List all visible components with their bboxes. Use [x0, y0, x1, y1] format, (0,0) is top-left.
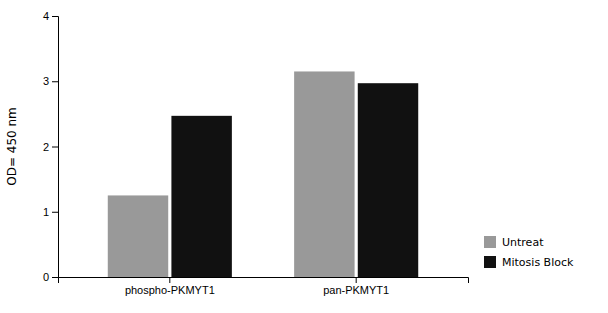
tick-label: 0 — [43, 271, 49, 283]
tick: 0 — [43, 271, 58, 283]
tick-mark — [52, 147, 58, 148]
x-axis: phospho-PKMYT1 pan-PKMYT1 — [59, 277, 469, 296]
tick: phospho-PKMYT1 — [125, 277, 215, 296]
tick-label: 2 — [43, 141, 49, 153]
bar — [108, 195, 168, 277]
legend-item: Mitosis Block — [484, 256, 574, 269]
tick: pan-PKMYT1 — [323, 277, 389, 296]
tick-mark — [52, 212, 58, 213]
tick-label: phospho-PKMYT1 — [125, 284, 215, 296]
plot: 0 1 2 3 4 phospho-PKMYT1 pan-PKMYT1 — [43, 10, 469, 296]
tick-mark — [169, 277, 170, 283]
y-axis-title: OD= 450 nm — [5, 107, 19, 186]
axis-line — [59, 278, 469, 284]
y-axis: 0 1 2 3 4 — [43, 10, 59, 283]
legend-swatch — [484, 236, 496, 248]
legend-label: Mitosis Block — [502, 256, 574, 269]
axis-line — [52, 17, 59, 278]
tick: 3 — [43, 75, 58, 87]
bars — [108, 71, 418, 277]
chart: 0 1 2 3 4 phospho-PKMYT1 pan-PKMYT1 OD= 450 nm U… — [0, 0, 608, 313]
tick-label: 1 — [43, 206, 49, 218]
tick-label: 3 — [43, 75, 49, 87]
bar — [171, 116, 231, 277]
tick-label: pan-PKMYT1 — [323, 284, 389, 296]
bar-series — [108, 71, 355, 277]
legend: Untreat Mitosis Block — [484, 236, 574, 269]
tick-mark — [52, 277, 58, 278]
legend-item: Untreat — [484, 236, 544, 249]
tick-mark — [52, 81, 58, 82]
tick: 4 — [43, 10, 58, 22]
legend-swatch — [484, 256, 496, 268]
tick-mark — [52, 16, 58, 17]
tick: 1 — [43, 206, 58, 218]
bar — [294, 71, 354, 277]
tick-label: 4 — [43, 10, 49, 22]
tick: 2 — [43, 141, 58, 153]
bar-series — [171, 83, 418, 277]
tick-mark — [356, 277, 357, 283]
bar — [358, 83, 418, 277]
legend-label: Untreat — [502, 236, 544, 249]
